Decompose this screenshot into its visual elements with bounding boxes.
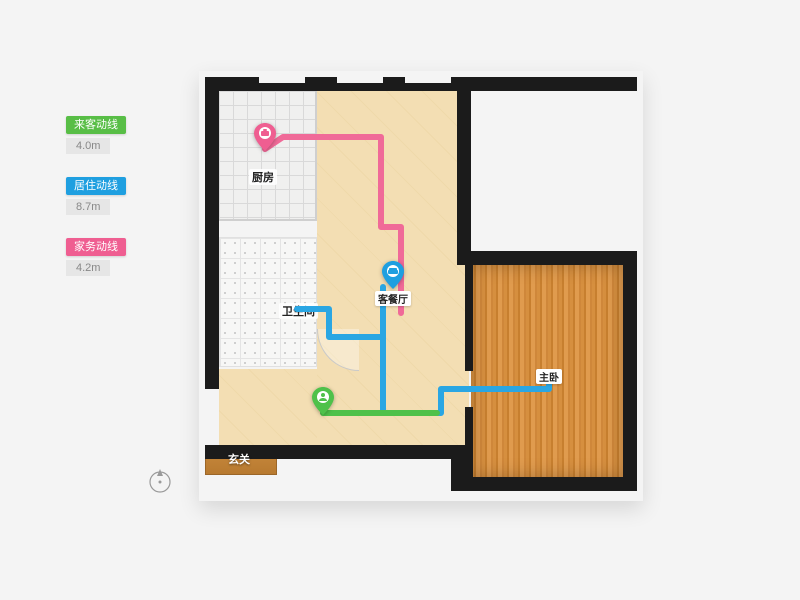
wall-bottom-right <box>451 477 637 491</box>
compass-icon <box>145 466 175 496</box>
legend-distance-guest: 4.0m <box>66 138 110 154</box>
legend-chip-chore: 家务动线 <box>66 238 126 256</box>
floor-plan: 厨房 卫生间 玄关 客餐厅 主卧 <box>205 77 637 492</box>
wall-left <box>205 77 219 389</box>
pin-label-living: 客餐厅 <box>375 291 411 306</box>
legend-chip-guest: 来客动线 <box>66 116 126 134</box>
wall-upper-right <box>457 77 471 265</box>
legend-item-chore: 家务动线 4.2m <box>66 237 126 276</box>
legend: 来客动线 4.0m 居住动线 8.7m 家务动线 4.2m <box>66 115 126 298</box>
pin-living <box>382 261 404 289</box>
pin-entry <box>312 387 334 415</box>
legend-chip-living: 居住动线 <box>66 177 126 195</box>
pin-kitchen <box>254 123 276 151</box>
room-hall <box>219 369 317 445</box>
window-3 <box>405 75 451 83</box>
label-bath: 卫生间 <box>279 303 318 319</box>
legend-item-living: 居住动线 8.7m <box>66 176 126 215</box>
window-2 <box>337 75 383 83</box>
room-kitchen <box>219 91 317 221</box>
wall-bedroom-top <box>457 251 637 265</box>
wall-interior-lower <box>465 407 473 479</box>
legend-distance-living: 8.7m <box>66 199 110 215</box>
label-entry: 玄关 <box>225 451 253 467</box>
room-bath <box>219 237 317 367</box>
wall-interior-upper <box>465 261 473 371</box>
label-kitchen: 厨房 <box>249 169 277 185</box>
window-1 <box>259 75 305 83</box>
legend-item-guest: 来客动线 4.0m <box>66 115 126 154</box>
pin-label-bedroom: 主卧 <box>536 369 562 384</box>
legend-distance-chore: 4.2m <box>66 260 110 276</box>
wall-right <box>623 251 637 491</box>
